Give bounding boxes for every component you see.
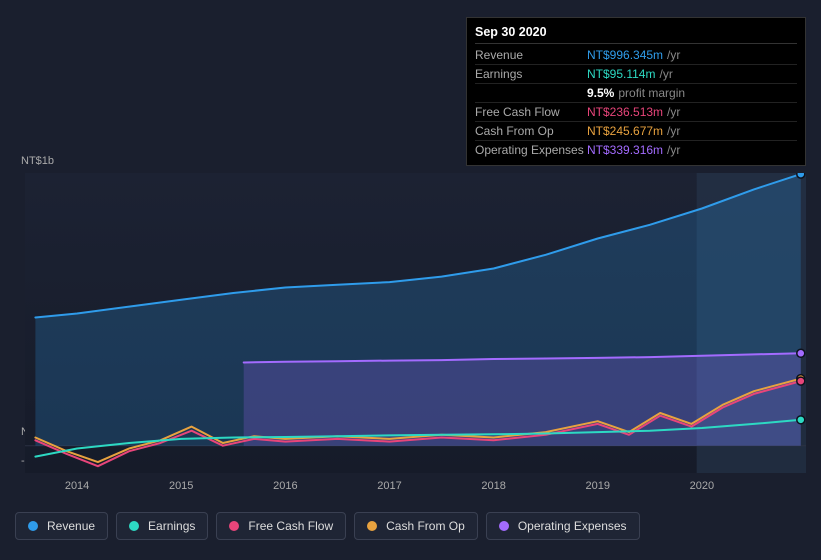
legend-item-free-cash-flow[interactable]: Free Cash Flow: [216, 512, 346, 540]
x-axis-label: 2020: [690, 480, 714, 492]
tooltip-row-label: Operating Expenses: [475, 143, 587, 157]
tooltip-row-suffix: /yr: [667, 48, 680, 62]
x-axis-label: 2015: [169, 480, 193, 492]
x-axis-label: 2019: [585, 480, 609, 492]
tooltip-row-label: Free Cash Flow: [475, 105, 587, 119]
x-axis-label: 2017: [377, 480, 401, 492]
tooltip-row: RevenueNT$996.345m/yr: [475, 46, 797, 65]
legend-item-operating-expenses[interactable]: Operating Expenses: [486, 512, 640, 540]
tooltip-row-suffix: /yr: [667, 124, 680, 138]
financials-chart[interactable]: NT$1bNT$0-NT$100m: [15, 155, 806, 475]
legend-item-earnings[interactable]: Earnings: [116, 512, 208, 540]
chart-plot-area: [25, 173, 806, 473]
legend-label: Operating Expenses: [518, 519, 627, 533]
tooltip-row-suffix: /yr: [659, 67, 672, 81]
tooltip-row-suffix: /yr: [667, 143, 680, 157]
x-axis-label: 2018: [481, 480, 505, 492]
tooltip-margin-label: profit margin: [618, 86, 685, 100]
legend-label: Earnings: [148, 519, 195, 533]
legend-item-cash-from-op[interactable]: Cash From Op: [354, 512, 478, 540]
legend-swatch: [129, 521, 139, 531]
tooltip-margin: 9.5%: [587, 86, 614, 100]
chart-legend: Revenue Earnings Free Cash Flow Cash From O…: [15, 512, 640, 540]
legend-label: Revenue: [47, 519, 95, 533]
tooltip-row: Operating ExpensesNT$339.316m/yr: [475, 141, 797, 159]
legend-swatch: [499, 521, 509, 531]
legend-swatch: [28, 521, 38, 531]
legend-swatch: [367, 521, 377, 531]
legend-label: Cash From Op: [386, 519, 465, 533]
tooltip-row-value: NT$339.316m: [587, 143, 663, 157]
tooltip-row-label: Earnings: [475, 67, 587, 81]
tooltip-row: Free Cash FlowNT$236.513m/yr: [475, 103, 797, 122]
tooltip-row-value: NT$236.513m: [587, 105, 663, 119]
chart-tooltip: Sep 30 2020 RevenueNT$996.345m/yrEarning…: [466, 17, 806, 166]
tooltip-row-value: NT$95.114m: [587, 67, 655, 81]
tooltip-row-value: NT$996.345m: [587, 48, 663, 62]
x-axis-label: 2014: [65, 480, 89, 492]
tooltip-row: EarningsNT$95.114m/yr: [475, 65, 797, 84]
tooltip-date: Sep 30 2020: [475, 22, 797, 44]
x-axis: 2014 2015 2016 2017 2018 2019 2020: [25, 480, 806, 498]
legend-swatch: [229, 521, 239, 531]
tooltip-row: Cash From OpNT$245.677m/yr: [475, 122, 797, 141]
tooltip-row-label: Cash From Op: [475, 124, 587, 138]
x-axis-label: 2016: [273, 480, 297, 492]
legend-label: Free Cash Flow: [248, 519, 333, 533]
tooltip-row: 9.5% profit margin: [475, 84, 797, 103]
legend-item-revenue[interactable]: Revenue: [15, 512, 108, 540]
tooltip-row-suffix: /yr: [667, 105, 680, 119]
tooltip-row-label: Revenue: [475, 48, 587, 62]
tooltip-row-value: NT$245.677m: [587, 124, 663, 138]
tooltip-row-label: [475, 86, 587, 100]
